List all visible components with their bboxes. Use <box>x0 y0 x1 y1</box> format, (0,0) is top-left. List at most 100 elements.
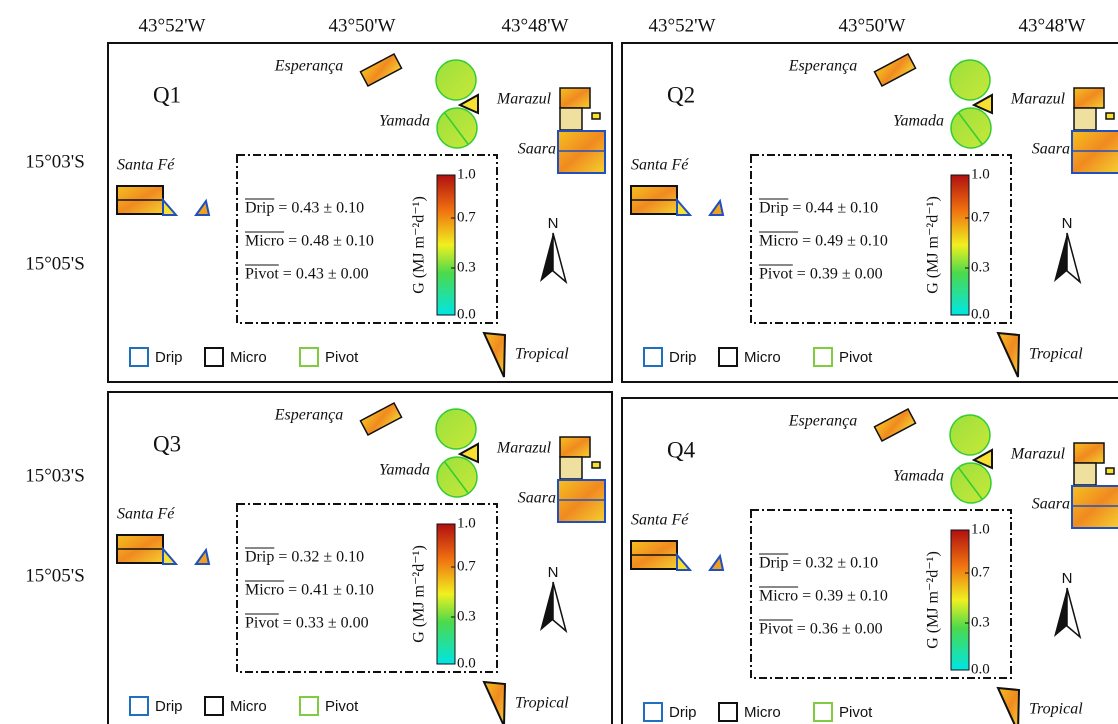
colorbar-title: G (MJ m⁻²d⁻¹) <box>411 545 428 643</box>
stat-name: Drip <box>759 200 788 217</box>
santa-fe-triangle <box>710 201 723 215</box>
legend-swatch <box>814 348 832 366</box>
colorbar-tick-label: 0.0 <box>457 655 476 671</box>
farm-label: Saara <box>518 141 556 158</box>
panel-label: Q1 <box>153 82 181 107</box>
legend-swatch <box>300 348 318 366</box>
legend-label: Micro <box>744 349 781 366</box>
tropical-field <box>998 333 1019 377</box>
stat-name: Pivot <box>759 266 793 283</box>
legend-label: Pivot <box>325 698 359 715</box>
legend-swatch <box>719 348 737 366</box>
colorbar-title: G (MJ m⁻²d⁻¹) <box>925 551 942 649</box>
santa-fe-triangle <box>677 555 690 570</box>
latitude-label: 15°05'S <box>25 565 85 586</box>
legend-label: Drip <box>155 349 183 366</box>
santa-fe-triangle <box>163 200 176 215</box>
santa-fe-triangle <box>677 200 690 215</box>
stat-value: = 0.41 ± 0.10 <box>288 582 374 599</box>
colorbar <box>951 175 969 315</box>
yamada-pivot <box>950 415 990 455</box>
farm-label: Tropical <box>1029 346 1083 363</box>
longitude-label: 43°50'W <box>839 15 906 36</box>
farm-label: Saara <box>518 490 556 507</box>
colorbar-tick-label: 0.3 <box>971 259 990 275</box>
saara-field <box>1072 131 1118 173</box>
santa-fe-triangle <box>163 549 176 564</box>
tropical-field <box>998 688 1019 724</box>
farm-label: Yamada <box>893 468 944 485</box>
stat-value: = 0.43 ± 0.10 <box>278 200 364 217</box>
saara-field <box>558 480 605 522</box>
stat-name: Micro <box>759 233 798 250</box>
farm-label: Esperança <box>274 58 343 75</box>
stat-value: = 0.43 ± 0.00 <box>283 266 369 283</box>
farm-label: Yamada <box>379 462 430 479</box>
north-label: N <box>1062 570 1073 587</box>
colorbar-tick-label: 1.0 <box>457 515 476 531</box>
colorbar-tick-label: 0.3 <box>971 614 990 630</box>
legend-label: Drip <box>155 698 183 715</box>
farm-label: Tropical <box>515 346 569 363</box>
yamada-pivot <box>436 60 476 100</box>
longitude-label: 43°48'W <box>1019 15 1086 36</box>
stat-value: = 0.33 ± 0.00 <box>283 615 369 632</box>
legend-label: Drip <box>669 704 697 721</box>
tropical-field <box>484 333 505 377</box>
farm-label: Santa Fé <box>117 506 175 523</box>
latitude-label: 15°03'S <box>25 151 85 172</box>
farm-label: Santa Fé <box>631 157 689 174</box>
stat-value: = 0.32 ± 0.10 <box>278 549 364 566</box>
legend-label: Pivot <box>839 349 873 366</box>
latitude-label: 15°03'S <box>25 465 85 486</box>
marazul-field <box>560 108 582 130</box>
marazul-small <box>1106 468 1114 474</box>
farm-label: Marazul <box>496 91 552 108</box>
stat-value: = 0.36 ± 0.00 <box>797 621 883 638</box>
santa-fe-triangle <box>196 550 209 564</box>
north-arrow <box>553 582 566 631</box>
stat-name: Drip <box>245 200 274 217</box>
legend-label: Micro <box>230 349 267 366</box>
legend-swatch <box>205 697 223 715</box>
santa-fe-triangle <box>710 556 723 570</box>
colorbar-tick-label: 0.7 <box>971 564 990 580</box>
marazul-field <box>1074 88 1104 108</box>
colorbar-tick-label: 0.7 <box>971 209 990 225</box>
stat-name: Pivot <box>245 615 279 632</box>
stat-name: Pivot <box>245 266 279 283</box>
farm-label: Tropical <box>1029 701 1083 718</box>
yamada-pivot <box>951 463 991 503</box>
legend-swatch <box>205 348 223 366</box>
legend-swatch <box>644 348 662 366</box>
farm-label: Yamada <box>893 113 944 130</box>
colorbar <box>951 530 969 670</box>
farm-label: Marazul <box>1010 91 1066 108</box>
stat-value: = 0.49 ± 0.10 <box>802 233 888 250</box>
legend-swatch <box>300 697 318 715</box>
farm-label: Tropical <box>515 695 569 712</box>
marazul-field <box>1074 443 1104 463</box>
north-arrow <box>540 582 553 631</box>
longitude-label: 43°50'W <box>329 15 396 36</box>
saara-field <box>1072 486 1118 528</box>
farm-label: Esperança <box>274 407 343 424</box>
esperanca-field <box>874 409 915 441</box>
stat-name: Drip <box>759 555 788 572</box>
marazul-small <box>592 113 600 119</box>
north-label: N <box>548 564 559 581</box>
colorbar-title: G (MJ m⁻²d⁻¹) <box>411 196 428 294</box>
santa-fe-triangle <box>196 201 209 215</box>
marazul-small <box>1106 113 1114 119</box>
legend-label: Pivot <box>325 349 359 366</box>
colorbar <box>437 175 455 315</box>
stat-value: = 0.39 ± 0.10 <box>802 588 888 605</box>
map-figure: 43°52'W43°50'W43°48'W43°52'W43°50'W43°48… <box>0 0 1118 724</box>
north-label: N <box>1062 215 1073 232</box>
legend-label: Drip <box>669 349 697 366</box>
farm-label: Marazul <box>496 440 552 457</box>
panel-label: Q3 <box>153 431 181 456</box>
north-label: N <box>548 215 559 232</box>
longitude-label: 43°52'W <box>649 15 716 36</box>
legend-swatch <box>814 703 832 721</box>
